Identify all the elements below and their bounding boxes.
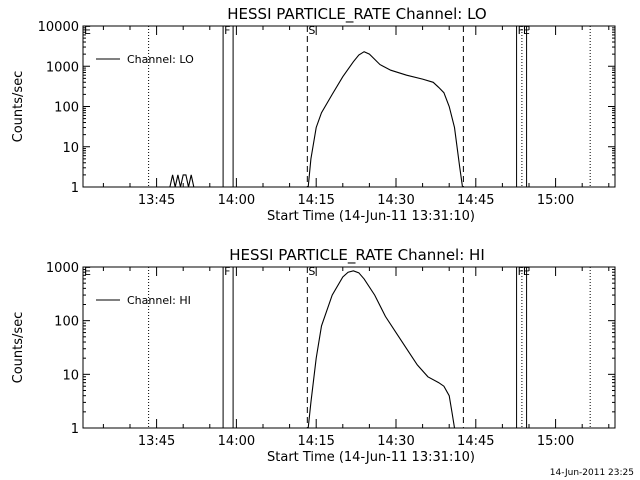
chart-title: HESSI PARTICLE_RATE Channel: LO (227, 5, 486, 24)
x-tick-label: 14:00 (218, 434, 255, 449)
legend-label: Channel: LO (127, 53, 194, 66)
chart-panel-1: HESSI PARTICLE_RATE Channel: LO 1 10 100 100… (11, 5, 616, 224)
series-line (83, 51, 615, 188)
y-tick-label: 100 (54, 101, 79, 116)
chart-panel-2: HESSI PARTICLE_RATE Channel: HI 1 10 100 100… (11, 246, 616, 465)
series-line (83, 270, 615, 429)
x-tick-label: 14:45 (457, 193, 494, 208)
x-axis-label: Start Time (14-Jun-11 13:31:10) (267, 209, 475, 224)
x-tick-label: 14:15 (297, 193, 334, 208)
y-tick-label: 10 (62, 368, 79, 383)
x-tick-label: 13:45 (138, 434, 175, 449)
marker-label: F (518, 24, 524, 37)
legend-label: Channel: HI (127, 294, 191, 307)
x-tick-label: 15:00 (537, 193, 574, 208)
y-tick-label: 100 (54, 315, 79, 330)
y-tick-label: 1000 (46, 261, 79, 276)
y-tick-label: 10000 (38, 20, 79, 35)
x-tick-label: 15:00 (537, 434, 574, 449)
marker-label: F (518, 265, 524, 278)
y-tick-label: 1 (71, 422, 79, 437)
marker-label: E (523, 265, 530, 278)
y-tick-label: 1000 (46, 60, 79, 75)
x-axis-label: Start Time (14-Jun-11 13:31:10) (267, 450, 475, 465)
marker-label: E (523, 24, 530, 37)
x-tick-label: 14:30 (377, 193, 414, 208)
footer-timestamp: 14-Jun-2011 23:25 (549, 468, 634, 478)
plot-frame (82, 266, 616, 429)
plot-frame (82, 25, 616, 188)
y-tick-label: 1 (71, 181, 79, 196)
x-tick-label: 14:15 (297, 434, 334, 449)
y-axis-label: Counts/sec (11, 312, 26, 384)
chart-title: HESSI PARTICLE_RATE Channel: HI (229, 246, 485, 265)
marker-label: F (224, 24, 230, 37)
x-tick-label: 14:00 (218, 193, 255, 208)
y-tick-label: 10 (62, 141, 79, 156)
x-tick-label: 14:30 (377, 434, 414, 449)
x-tick-label: 13:45 (138, 193, 175, 208)
marker-label: S (308, 265, 315, 278)
marker-label: E (84, 265, 91, 278)
marker-label: E (84, 24, 91, 37)
x-tick-label: 14:45 (457, 434, 494, 449)
y-axis-label: Counts/sec (11, 71, 26, 143)
marker-label: F (224, 265, 230, 278)
marker-label: S (308, 24, 315, 37)
